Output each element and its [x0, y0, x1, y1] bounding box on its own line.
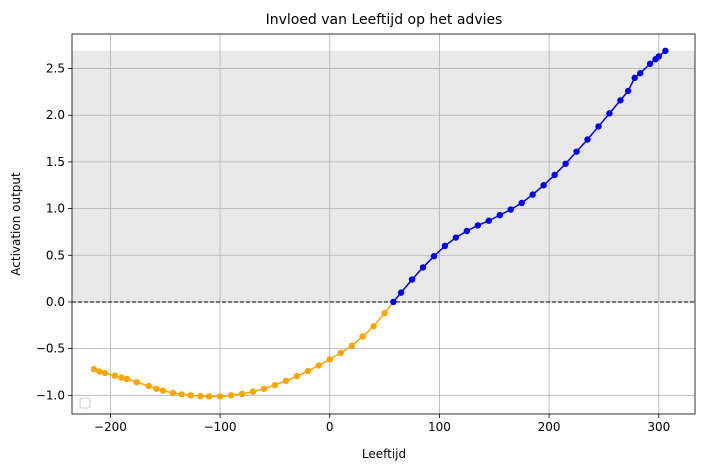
x-tick-label: 300 [647, 420, 670, 434]
data-point [606, 110, 613, 117]
data-point [348, 342, 355, 350]
data-point [631, 74, 638, 82]
y-tick-label: −0.5 [36, 342, 65, 356]
x-tick-label: −100 [204, 420, 237, 434]
data-point [227, 392, 235, 399]
data-point [145, 382, 152, 390]
data-point [397, 289, 405, 296]
data-point [419, 264, 427, 271]
data-point [159, 387, 167, 394]
chart-title: Invloed van Leeftijd op het advies [266, 12, 503, 28]
data-point [646, 60, 654, 68]
data-point [271, 381, 279, 389]
plot-frame [71, 33, 696, 415]
data-point [293, 372, 301, 380]
data-point [304, 367, 312, 375]
data-point [584, 136, 591, 143]
y-axis-label: Activation output [9, 172, 23, 276]
data-point [540, 182, 547, 189]
data-point [205, 393, 213, 400]
data-point [187, 392, 194, 399]
y-tick-label: 0.0 [46, 295, 65, 309]
data-point [238, 390, 246, 398]
data-point [595, 123, 602, 130]
data-point [153, 385, 160, 392]
data-point [359, 333, 366, 340]
data-point [118, 374, 125, 381]
y-tick-label: 2.0 [46, 108, 65, 122]
data-point [624, 87, 632, 95]
data-point [178, 391, 185, 398]
y-tick-label: 0.5 [46, 248, 65, 262]
data-point [529, 191, 536, 198]
x-axis-label: Leeftijd [362, 447, 406, 461]
data-point [326, 356, 333, 363]
data-point [197, 393, 204, 400]
y-tick-label: 2.5 [46, 62, 65, 76]
x-tick-label: 0 [326, 420, 334, 434]
data-point [123, 375, 131, 383]
data-point [485, 217, 492, 224]
data-point [507, 206, 514, 213]
data-point [381, 309, 388, 317]
data-point [111, 372, 118, 379]
grid-layer [72, 34, 695, 414]
data-point [441, 242, 449, 250]
y-tick-label: −1.0 [36, 388, 65, 402]
data-point [133, 379, 140, 386]
x-tick-label: 200 [538, 420, 561, 434]
y-tick-label: 1.5 [46, 155, 65, 169]
data-point [216, 393, 224, 400]
positive-region-shade [72, 50, 695, 302]
data-point [655, 53, 663, 60]
data-point [408, 276, 416, 283]
data-point [96, 368, 103, 375]
data-point [249, 388, 257, 395]
data-point [337, 349, 344, 357]
axis-layer: −200 −100 0 100 200 300 −1.0 −0.5 0.0 0.5 1.0 1.5 2.… [36, 33, 696, 434]
data-point [260, 385, 268, 392]
x-tick-label: 100 [428, 420, 451, 434]
data-point [390, 298, 397, 306]
data-point [573, 148, 580, 155]
legend-layer [79, 397, 91, 409]
data-point [370, 323, 377, 330]
data-point [90, 365, 98, 373]
data-point [617, 97, 624, 104]
data-point [282, 377, 290, 385]
data-point [430, 253, 438, 260]
x-tick-label: −200 [94, 420, 127, 434]
data-point [662, 47, 669, 55]
data-point [496, 211, 503, 219]
data-point [101, 369, 109, 377]
data-point [562, 160, 569, 167]
data-point [551, 171, 558, 179]
data-point [169, 389, 177, 397]
data-point [452, 234, 460, 241]
data-point [463, 227, 471, 235]
data-point [315, 362, 322, 369]
legend-box [79, 397, 91, 409]
data-point [636, 70, 644, 77]
series-layer [90, 47, 669, 400]
y-tick-label: 1.0 [46, 202, 65, 216]
data-point [518, 199, 525, 207]
positive-region-layer [72, 50, 695, 302]
data-point [474, 222, 482, 229]
